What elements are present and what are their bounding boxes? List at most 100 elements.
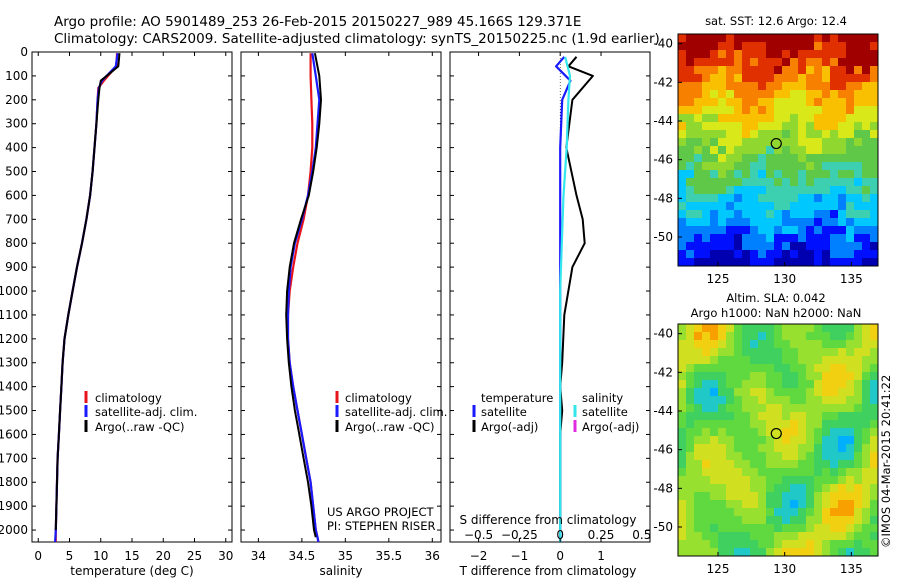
sla-cell xyxy=(702,372,710,380)
sst-cell xyxy=(774,210,782,218)
sst-cell xyxy=(726,202,734,210)
sla-cell xyxy=(790,412,798,420)
sst-cell xyxy=(782,210,790,218)
sst-cell xyxy=(870,106,878,114)
sst-cell xyxy=(710,58,718,66)
sla-cell xyxy=(870,540,878,548)
sst-cell xyxy=(678,250,686,258)
sst-cell xyxy=(822,258,830,266)
sst-cell xyxy=(846,74,854,82)
sla-map-frame xyxy=(677,323,879,557)
sst-cell xyxy=(822,210,830,218)
sla-map-title-1: Altim. SLA: 0.042 xyxy=(726,291,825,305)
sst-cell xyxy=(814,90,822,98)
sla-cell xyxy=(798,412,806,420)
sla-cell xyxy=(686,420,694,428)
sla-cell xyxy=(798,340,806,348)
lon-tick-label: 125 xyxy=(707,272,730,286)
sla-cell xyxy=(806,324,814,332)
sla-cell xyxy=(750,532,758,540)
sla-cell xyxy=(702,500,710,508)
sla-cell xyxy=(862,460,870,468)
sla-cell xyxy=(870,548,878,556)
sst-cell xyxy=(718,122,726,130)
sst-cell xyxy=(790,178,798,186)
sst-cell xyxy=(862,50,870,58)
sst-cell xyxy=(758,258,766,266)
sst-cell xyxy=(750,98,758,106)
sla-cell xyxy=(774,532,782,540)
sst-cell xyxy=(718,162,726,170)
sst-cell xyxy=(710,130,718,138)
sst-cell xyxy=(758,202,766,210)
sst-cell xyxy=(694,146,702,154)
sst-cell xyxy=(718,106,726,114)
sla-cell xyxy=(798,468,806,476)
sst-cell xyxy=(846,42,854,50)
sla-cell xyxy=(774,444,782,452)
sst-cell xyxy=(854,146,862,154)
sst-cell xyxy=(790,170,798,178)
sst-cell xyxy=(862,42,870,50)
sla-cell xyxy=(806,356,814,364)
sla-cell xyxy=(734,324,742,332)
sla-cell xyxy=(838,524,846,532)
sst-cell xyxy=(758,186,766,194)
legend-argo: Argo(..raw -QC) xyxy=(95,420,185,434)
sst-cell xyxy=(742,138,750,146)
sla-cell xyxy=(822,452,830,460)
sst-cell xyxy=(758,66,766,74)
sla-cell xyxy=(710,532,718,540)
sst-cell xyxy=(766,34,774,42)
difference-axes xyxy=(449,51,651,543)
sst-cell xyxy=(790,130,798,138)
sst-cell xyxy=(686,74,694,82)
sla-cell xyxy=(678,324,686,332)
sla-cell xyxy=(710,468,718,476)
sla-cell xyxy=(758,540,766,548)
sst-cell xyxy=(814,178,822,186)
sla-cell xyxy=(830,452,838,460)
sst-cell xyxy=(798,98,806,106)
sst-cell xyxy=(726,98,734,106)
sst-cell xyxy=(830,74,838,82)
sst-cell xyxy=(742,178,750,186)
sst-cell xyxy=(830,242,838,250)
sst-cell xyxy=(870,242,878,250)
sla-cell xyxy=(846,396,854,404)
sst-cell xyxy=(758,98,766,106)
sla-cell xyxy=(766,540,774,548)
sla-cell xyxy=(678,428,686,436)
sla-cell xyxy=(870,324,878,332)
sla-cell xyxy=(758,404,766,412)
sla-cell xyxy=(742,420,750,428)
sst-cell xyxy=(806,162,814,170)
sla-cell xyxy=(830,476,838,484)
t-difference-axis-label: T difference from climatology xyxy=(459,564,637,578)
sst-cell xyxy=(798,90,806,98)
sst-cell xyxy=(830,162,838,170)
sst-cell xyxy=(846,138,854,146)
sla-cell xyxy=(854,332,862,340)
sla-cell xyxy=(766,332,774,340)
sst-cell xyxy=(694,130,702,138)
sla-cell xyxy=(734,420,742,428)
sla-cell xyxy=(838,444,846,452)
sla-cell xyxy=(750,404,758,412)
sla-cell xyxy=(726,540,734,548)
sst-cell xyxy=(814,186,822,194)
sla-cell xyxy=(678,548,686,556)
sla-cell xyxy=(806,348,814,356)
sla-cell xyxy=(726,420,734,428)
sla-cell xyxy=(838,460,846,468)
sst-cell xyxy=(798,162,806,170)
sla-cell xyxy=(742,380,750,388)
sst-cell xyxy=(742,98,750,106)
sst-cell xyxy=(686,130,694,138)
sst-cell xyxy=(734,114,742,122)
sla-cell xyxy=(838,548,846,556)
sst-cell xyxy=(790,186,798,194)
sst-cell xyxy=(814,194,822,202)
sst-cell xyxy=(846,58,854,66)
